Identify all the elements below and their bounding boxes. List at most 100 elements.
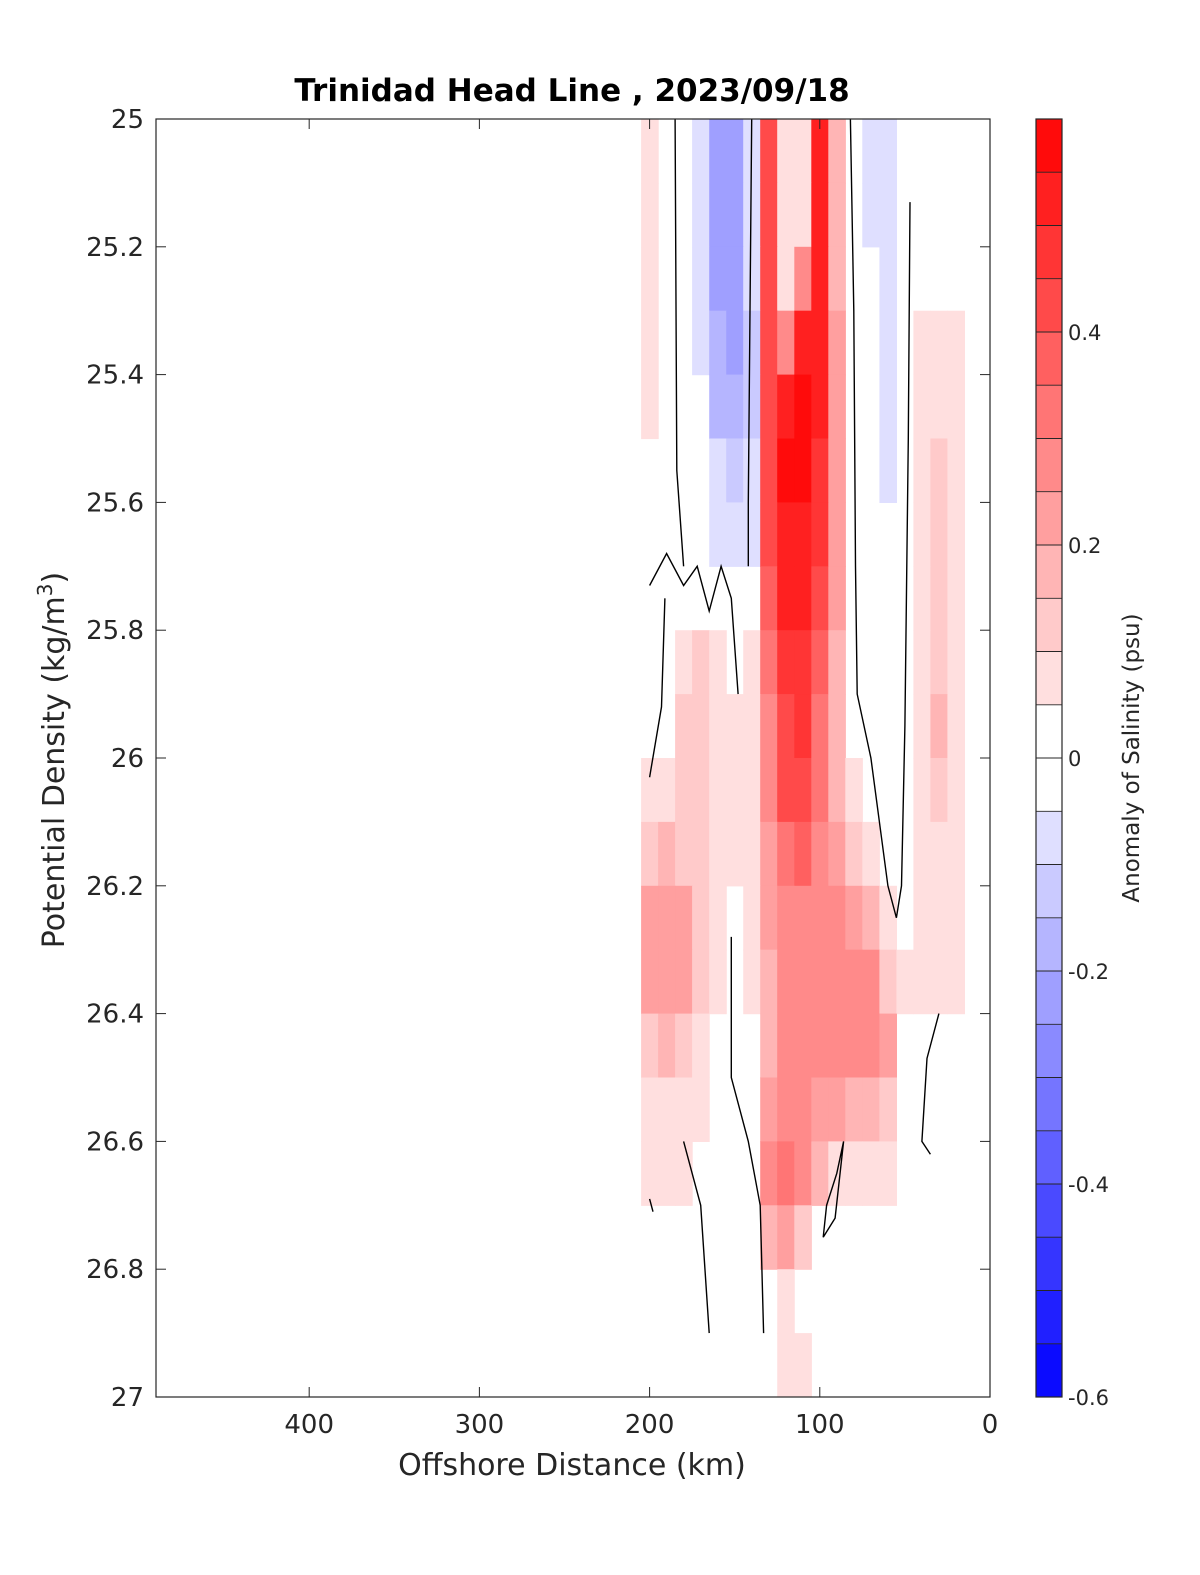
field-cell (811, 949, 829, 1015)
field-cell (862, 1077, 880, 1142)
field-cell (641, 1013, 659, 1079)
field-cell (828, 821, 846, 887)
y-tick-label: 25.2 (86, 233, 144, 263)
colorbar-bin (1036, 917, 1062, 972)
field-cell (913, 438, 931, 503)
colorbar-bin (1036, 1024, 1062, 1078)
colorbar-bin (1036, 651, 1062, 705)
field-cell (913, 821, 931, 887)
colorbar-bin (1036, 704, 1062, 759)
field-cell (658, 1141, 676, 1206)
colorbar-bin (1036, 1077, 1062, 1131)
field-cell (828, 310, 846, 376)
field-cell (947, 310, 965, 376)
field-cell (794, 885, 812, 951)
field-cell (641, 310, 659, 376)
colorbar-tick-label: 0.4 (1068, 321, 1101, 345)
field-cell (777, 119, 795, 184)
field-cell (675, 694, 693, 759)
field-cell (760, 1013, 778, 1079)
y-axis-label-close: ) (37, 572, 72, 584)
colorbar-tick-label: -0.4 (1068, 1173, 1109, 1197)
colorbar (1036, 119, 1062, 1398)
field-cell (947, 885, 965, 951)
zero-contour (648, 1198, 654, 1212)
field-cell (913, 758, 931, 823)
field-cell (794, 694, 812, 759)
field-cell (777, 374, 795, 440)
field-cell (709, 758, 727, 823)
field-cell (760, 310, 778, 376)
field-cell (709, 310, 727, 376)
field-cell (760, 246, 778, 312)
field-cell (879, 1077, 897, 1142)
field-cell (811, 694, 829, 759)
field-cell (726, 821, 744, 887)
field-cell (794, 502, 812, 567)
field-cell (675, 949, 693, 1015)
field-cell (641, 758, 659, 823)
field-cell (930, 374, 948, 440)
field-cell (692, 1077, 710, 1142)
field-cell (828, 694, 846, 759)
field-cell (777, 1333, 795, 1397)
x-tick-label: 100 (795, 1410, 845, 1440)
colorbar-tick-label: -0.6 (1068, 1386, 1109, 1410)
field-cell (692, 885, 710, 951)
y-tick-label: 25 (111, 105, 144, 135)
field-cell (743, 374, 761, 440)
field-cell (709, 119, 727, 184)
colorbar-bin (1036, 119, 1062, 173)
field-cell (743, 438, 761, 503)
field-cell (692, 119, 710, 184)
field-cell (947, 566, 965, 631)
field-cell (947, 630, 965, 695)
x-tick-label: 300 (455, 1410, 505, 1440)
field-cell (930, 502, 948, 567)
field-cell (658, 1013, 676, 1079)
y-tick-label: 26.2 (86, 872, 144, 902)
y-tick-label: 25.8 (86, 616, 144, 646)
field-cell (913, 310, 931, 376)
field-cell (777, 310, 795, 376)
y-axis-label-superscript: 3 (33, 583, 57, 596)
field-cell (828, 885, 846, 951)
colorbar-bin (1036, 278, 1062, 333)
field-cell (743, 758, 761, 823)
field-cell (641, 119, 659, 184)
field-cell (743, 246, 761, 312)
x-axis-label: Offshore Distance (km) (398, 1448, 746, 1483)
field-cell (947, 374, 965, 440)
field-cell (726, 694, 744, 759)
field-cell (947, 821, 965, 887)
field-cell (726, 758, 744, 823)
field-cell (811, 885, 829, 951)
field-cell (862, 949, 880, 1015)
field-cell (845, 949, 863, 1015)
field-cell (726, 310, 744, 376)
zero-contour (747, 119, 753, 567)
field-cell (913, 374, 931, 440)
field-cell (709, 246, 727, 312)
field-cell (777, 502, 795, 567)
field-cell (879, 374, 897, 440)
field-cell (692, 246, 710, 312)
field-cell (794, 1141, 812, 1206)
field-cell (879, 438, 897, 503)
field-cell (675, 1077, 693, 1142)
field-cell (913, 694, 931, 759)
field-cell (777, 694, 795, 759)
field-cell (862, 885, 880, 951)
field-cell (777, 182, 795, 248)
field-cell (947, 502, 965, 567)
colorbar-bin (1036, 491, 1062, 546)
field-cell (930, 694, 948, 759)
field-cell (879, 949, 897, 1015)
field-cell (760, 630, 778, 695)
field-cell (675, 1141, 693, 1206)
field-cell (760, 694, 778, 759)
field-cell (930, 949, 948, 1015)
field-cell (777, 1205, 795, 1270)
field-cell (828, 630, 846, 695)
